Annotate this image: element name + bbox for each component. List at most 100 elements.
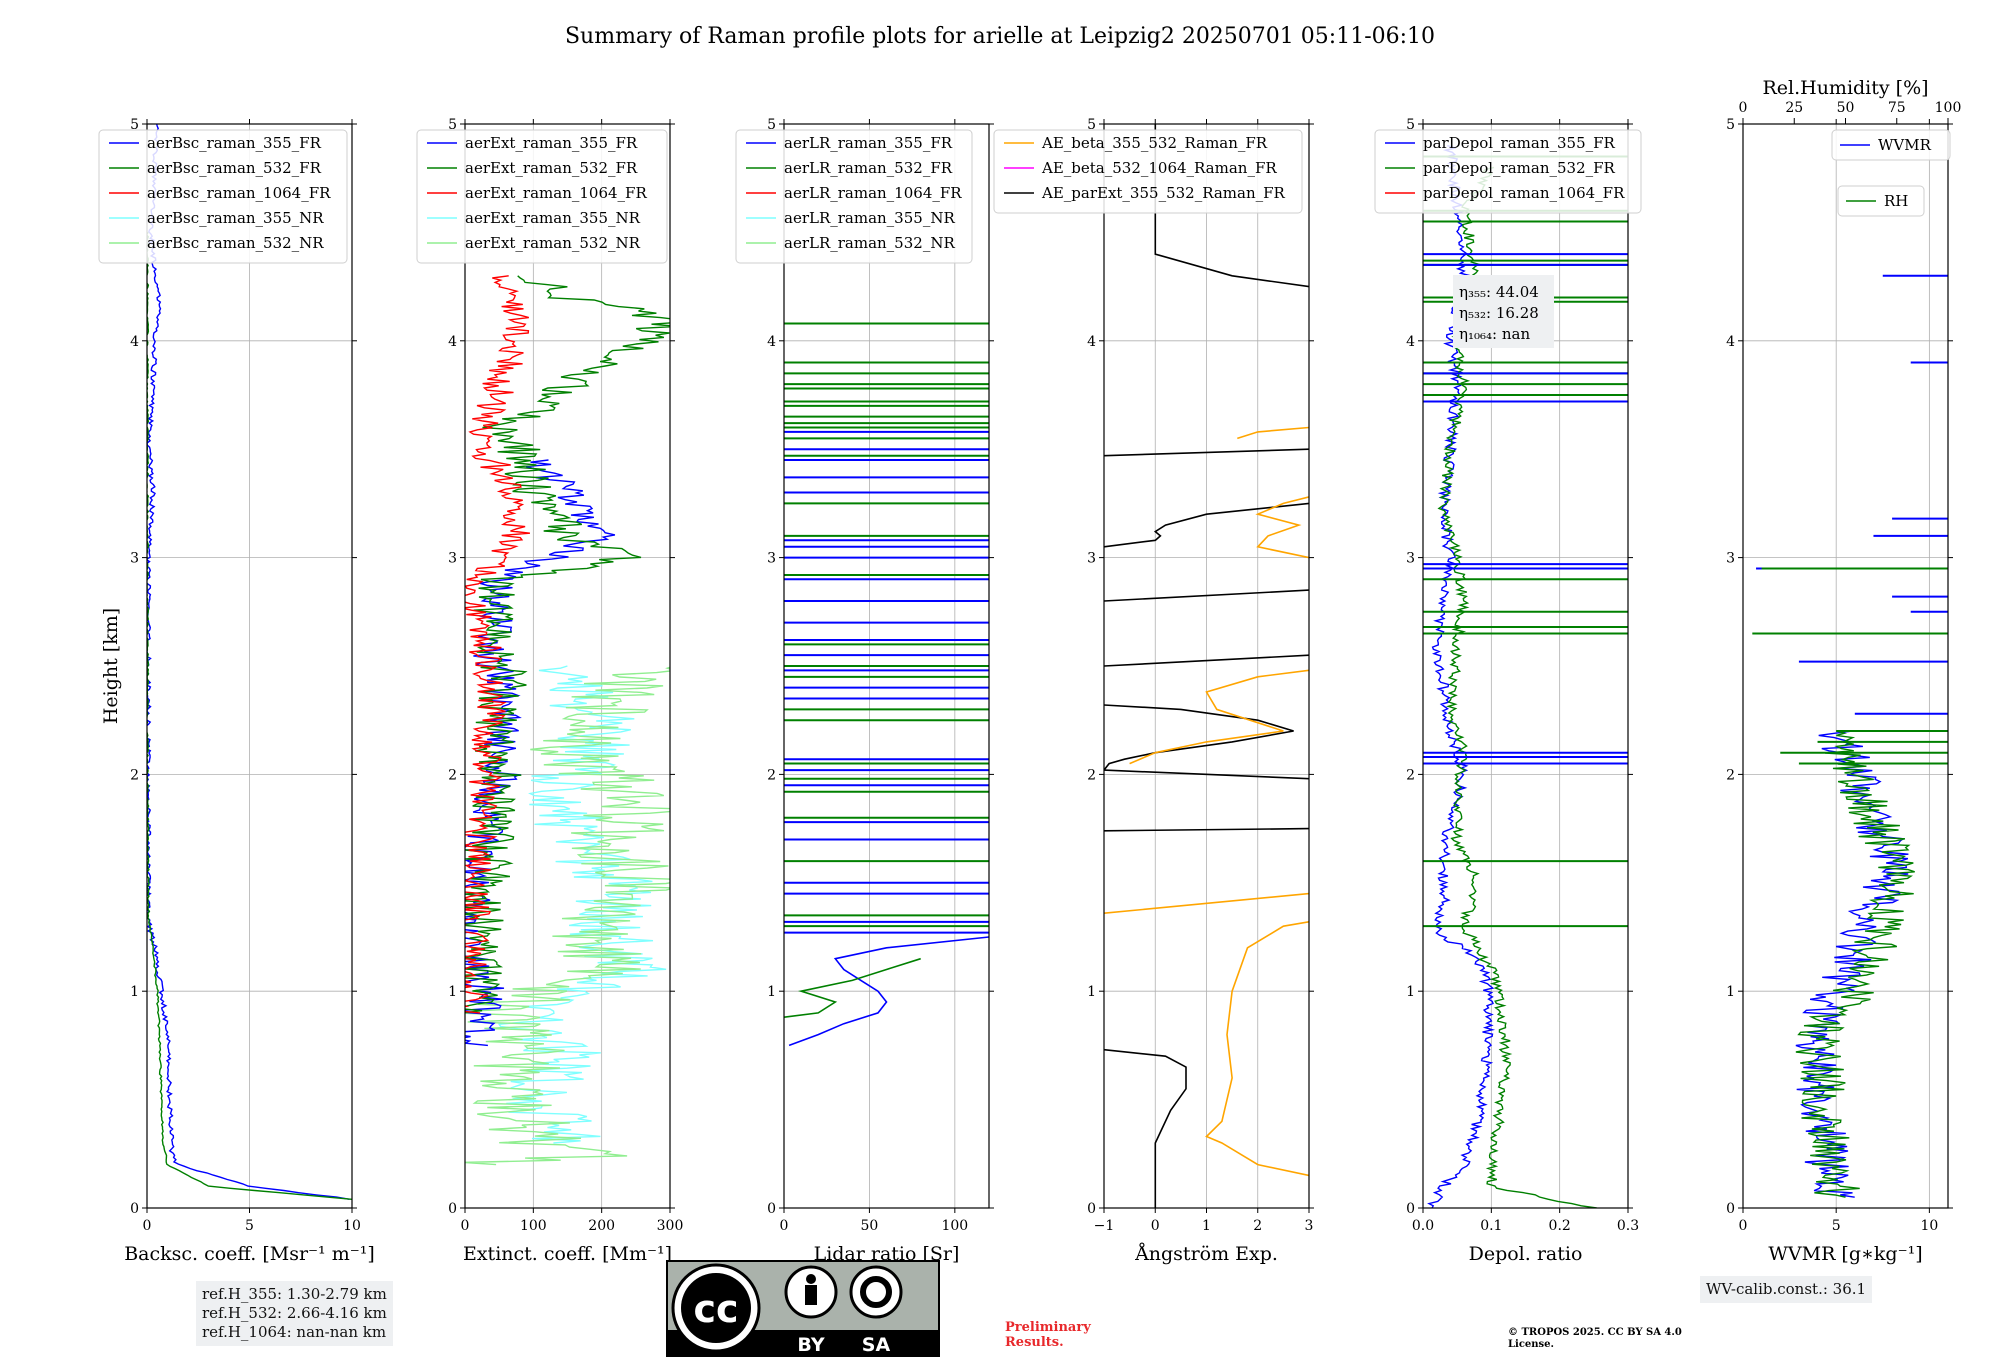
ref-heights-box: ref.H_355: 1.30-2.79 km ref.H_532: 2.66-…	[196, 1281, 393, 1346]
y-tick-label: 0	[767, 1201, 776, 1217]
x-axis-label: Depol. ratio	[1469, 1243, 1583, 1265]
y-tick-label: 5	[448, 117, 457, 133]
legend-entry: aerLR_raman_532_FR	[784, 159, 953, 177]
panel-lidar_ratio: 0 50 100 0 1 2 3 4 5 Lidar ratio [Sr] aerLR_raman_…	[735, 117, 994, 1265]
x-tick-label: 2	[1253, 1218, 1262, 1234]
ref-height-532: ref.H_532: 2.66-4.16 km	[202, 1304, 387, 1322]
legend-entry: aerBsc_raman_532_NR	[147, 234, 324, 252]
series-line-AE_parExt_355_532_Raman_FR	[1104, 502, 1309, 548]
x-tick-label: 1	[1202, 1218, 1211, 1234]
legend-entry: parDepol_raman_1064_FR	[1423, 184, 1625, 202]
y-tick-label: 2	[767, 767, 776, 783]
annotation-line: η₅₃₂: 16.28	[1459, 304, 1539, 322]
x-tick-label: 0.3	[1617, 1218, 1639, 1234]
series-line-AE_beta_355_532_Raman_FR	[1205, 921, 1309, 1177]
series-line-AE_beta_355_532_Raman_FR	[1255, 496, 1309, 559]
annotation-line: η₃₅₅: 44.04	[1459, 283, 1539, 301]
top-tick-label: 0	[1739, 100, 1748, 116]
y-tick-label: 3	[1087, 551, 1096, 567]
x-tick-label: 3	[1305, 1218, 1314, 1234]
legend-box	[1374, 129, 1642, 214]
series-line-AE_beta_355_532_Raman_FR	[1129, 669, 1309, 765]
wv-calib-box: WV-calib.const.: 36.1	[1700, 1276, 1873, 1303]
axes-frame	[1422, 123, 1629, 1209]
series-line-aerExt_raman_532_NR	[465, 666, 670, 1166]
legend: AE_beta_355_532_Raman_FR AE_beta_532_1064…	[993, 129, 1303, 214]
preliminary-note: Preliminary Results.	[1005, 1320, 1091, 1350]
ref-height-1064: ref.H_1064: nan-nan km	[202, 1323, 387, 1341]
legend-box	[735, 129, 973, 264]
legend-entry: aerLR_raman_532_NR	[784, 234, 955, 252]
legend-entry: aerBsc_raman_355_FR	[147, 134, 322, 152]
eta-annotation: η₃₅₅: 44.04 η₅₃₂: 16.28 η₁₀₆₄: nan	[1453, 275, 1554, 348]
x-tick-label: 5	[245, 1218, 254, 1234]
legend-box	[1837, 185, 1925, 217]
legend-entry: aerExt_raman_355_FR	[465, 134, 638, 152]
annotation-box	[1453, 275, 1554, 348]
y-tick-label: 5	[1406, 117, 1415, 133]
y-tick-label: 2	[1087, 767, 1096, 783]
series-group	[1104, 124, 1309, 1208]
ref-height-355: ref.H_355: 1.30-2.79 km	[202, 1285, 387, 1303]
legend-entry: AE_parExt_355_532_Raman_FR	[1041, 184, 1286, 202]
x-tick-label: −1	[1094, 1218, 1115, 1234]
x-axis-label: WVMR [g∗kg⁻¹]	[1768, 1243, 1922, 1265]
legend-entry: parDepol_raman_532_FR	[1423, 159, 1616, 177]
legend-entry: aerExt_raman_355_NR	[465, 209, 641, 227]
y-tick-label: 0	[130, 1201, 139, 1217]
x-tick-label: 0	[1151, 1218, 1160, 1234]
share-alike-icon	[860, 1276, 892, 1308]
y-tick-label: 3	[767, 551, 776, 567]
y-tick-label: 0	[1726, 1201, 1735, 1217]
series-line-AE_parExt_355_532_Raman_FR	[1104, 704, 1309, 780]
y-tick-label: 5	[1087, 117, 1096, 133]
legend-box	[416, 129, 668, 264]
y-tick-label: 5	[130, 117, 139, 133]
legend-box	[1831, 129, 1951, 161]
legend-entry: WVMR	[1878, 136, 1932, 154]
legend-box	[993, 129, 1303, 214]
legend-entry: aerBsc_raman_355_NR	[147, 209, 324, 227]
x-axis-label: Backsc. coeff. [Msr⁻¹ m⁻¹]	[124, 1243, 375, 1265]
person-icon	[806, 1274, 816, 1284]
legend: aerLR_raman_355_FR aerLR_raman_532_FR aerL…	[735, 129, 973, 264]
series-line-AE_parExt_355_532_Raman_FR	[1104, 1048, 1187, 1208]
y-tick-label: 2	[448, 767, 457, 783]
legend-entry: aerExt_raman_532_FR	[465, 159, 638, 177]
x-tick-label: 0	[461, 1218, 470, 1234]
legend-entry: AE_beta_355_532_Raman_FR	[1041, 134, 1268, 152]
axes-frame	[1742, 123, 1949, 1209]
figure-title: Summary of Raman profile plots for ariel…	[565, 24, 1435, 49]
y-tick-label: 5	[1726, 117, 1735, 133]
series-group	[784, 322, 989, 1047]
series-line-AE_beta_355_532_Raman_FR	[1237, 426, 1309, 440]
y-tick-label: 4	[1087, 334, 1096, 350]
x-axis-label: Lidar ratio [Sr]	[814, 1243, 960, 1265]
legend-entry: aerLR_raman_1064_FR	[784, 184, 962, 202]
x-tick-label: 100	[520, 1218, 547, 1234]
legend-entry: aerBsc_raman_532_FR	[147, 159, 322, 177]
series-line-aerBsc_raman_355_FR	[147, 124, 350, 1200]
series-line-aerLR_raman_532_FR	[784, 957, 921, 1018]
series-line-AE_parExt_355_532_Raman_FR	[1104, 827, 1309, 832]
y-tick-label: 1	[1726, 984, 1735, 1000]
x-tick-label: 100	[941, 1218, 968, 1234]
annotation-line: η₁₀₆₄: nan	[1459, 325, 1530, 343]
y-tick-label: 1	[1406, 984, 1415, 1000]
series-line-AE_parExt_355_532_Raman_FR	[1104, 654, 1309, 667]
series-group	[147, 124, 352, 1200]
y-tick-label: 4	[130, 334, 139, 350]
legend: aerBsc_raman_355_FR aerBsc_raman_532_FRae…	[98, 129, 348, 264]
x-tick-label: 0	[1739, 1218, 1748, 1234]
x-tick-label: 300	[657, 1218, 684, 1234]
y-tick-label: 4	[448, 334, 457, 350]
wv-calib-const: WV-calib.const.: 36.1	[1706, 1280, 1867, 1298]
legend: aerExt_raman_355_FR aerExt_raman_532_FRae…	[416, 129, 668, 264]
y-tick-label: 5	[767, 117, 776, 133]
y-tick-label: 4	[1726, 334, 1735, 350]
y-tick-label: 3	[448, 551, 457, 567]
cc-by-sa-badge: cc BY SA	[666, 1260, 940, 1357]
